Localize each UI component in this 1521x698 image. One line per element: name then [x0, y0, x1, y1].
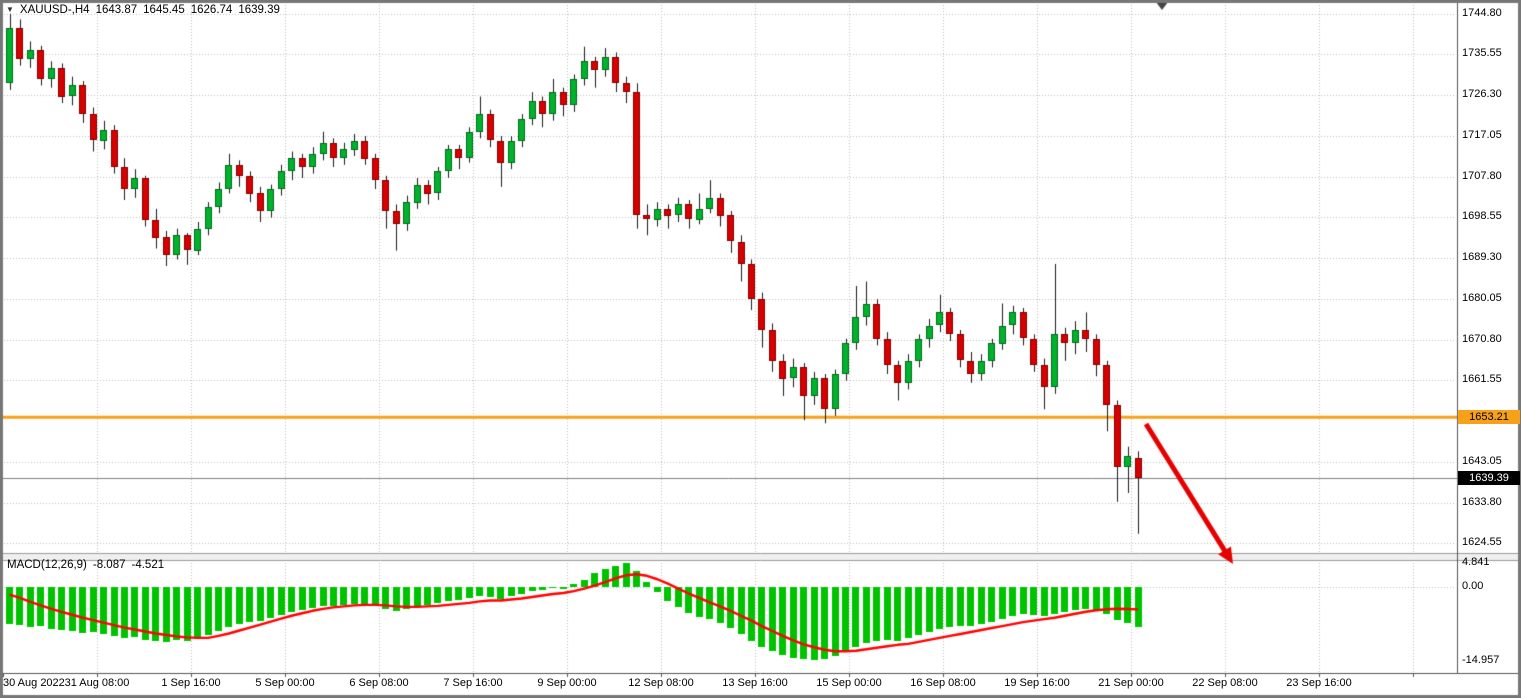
macd-main-value: -8.087: [92, 559, 126, 571]
chart-header: ▼ XAUUSD-,H4 1643.87 1645.45 1626.74 163…: [6, 4, 280, 16]
macd-indicator-label: MACD(12,26,9) -8.087 -4.521: [7, 559, 164, 571]
ohlc-close: 1639.39: [238, 4, 280, 16]
hline-price-badge: 1653.21: [1458, 410, 1520, 425]
symbol-timeframe-label: XAUUSD-,H4: [19, 4, 90, 16]
macd-signal-value: -4.521: [131, 559, 165, 571]
current-price-badge: 1639.39: [1458, 471, 1520, 486]
macd-name: MACD(12,26,9): [7, 559, 87, 571]
ohlc-low: 1626.74: [190, 4, 233, 16]
ohlc-high: 1645.45: [143, 4, 185, 16]
ohlc-open: 1643.87: [95, 4, 138, 16]
chart-marker-icon: ▼: [6, 5, 14, 14]
